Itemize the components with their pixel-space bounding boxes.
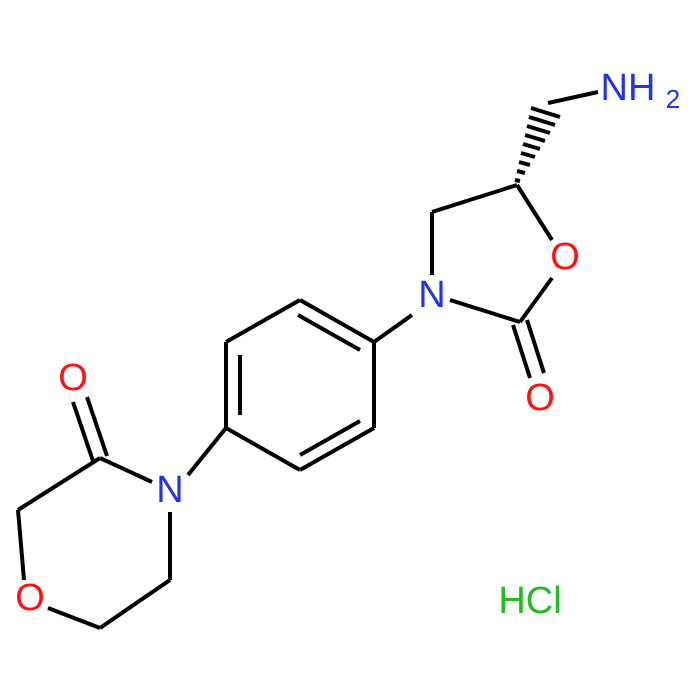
bond bbox=[98, 578, 172, 630]
atom-label: O bbox=[525, 377, 555, 419]
double-bond bbox=[525, 319, 546, 374]
bond bbox=[372, 313, 414, 344]
bond bbox=[16, 509, 26, 581]
bond bbox=[518, 276, 554, 324]
double-bond bbox=[511, 324, 532, 379]
bond bbox=[431, 183, 518, 214]
atom-label: N bbox=[418, 274, 445, 316]
double-bond bbox=[85, 396, 109, 457]
bond bbox=[515, 183, 554, 242]
bond bbox=[186, 426, 228, 477]
atom-label: O bbox=[58, 357, 88, 399]
benzene-ring bbox=[224, 298, 376, 472]
bond bbox=[449, 298, 521, 324]
atom-label: O bbox=[550, 236, 580, 278]
atom-label: NH bbox=[601, 67, 656, 109]
bond bbox=[99, 456, 153, 484]
salt-label: HCl bbox=[498, 580, 561, 622]
atom-label: O bbox=[15, 577, 45, 619]
bond bbox=[47, 606, 101, 630]
double-bond bbox=[71, 401, 95, 462]
hashed-wedge bbox=[514, 106, 561, 183]
atom-subscript: 2 bbox=[666, 84, 680, 114]
atom-label: N bbox=[156, 469, 183, 511]
bond bbox=[547, 90, 599, 105]
bond bbox=[16, 456, 102, 512]
